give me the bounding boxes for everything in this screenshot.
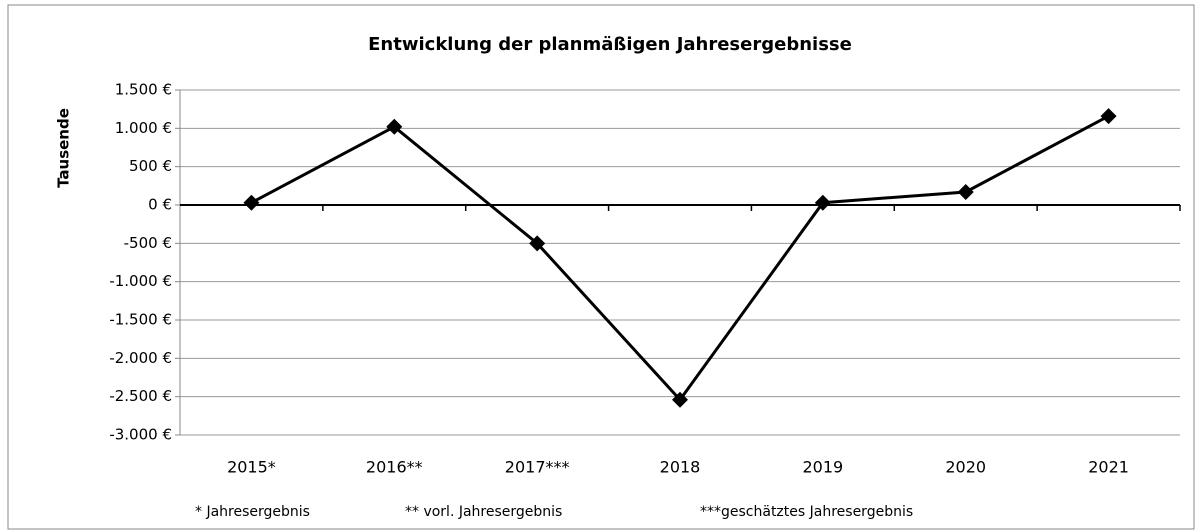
marker <box>243 194 260 211</box>
x-tick-label: 2018 <box>660 458 701 477</box>
footnote: * Jahresergebnis <box>195 504 310 520</box>
y-tick-label: -3.000 € <box>109 426 172 444</box>
x-tick-label: 2019 <box>802 458 843 477</box>
x-tick-label: 2017*** <box>505 458 570 477</box>
x-tick-label: 2021 <box>1088 458 1129 477</box>
footnote: ** vorl. Jahresergebnis <box>405 504 562 520</box>
y-tick-label: 1.500 € <box>115 81 172 99</box>
x-tick-label: 2020 <box>945 458 986 477</box>
y-tick-label: 1.000 € <box>115 119 172 137</box>
chart-border <box>7 4 1195 530</box>
y-tick-label: 0 € <box>148 196 172 214</box>
x-tick-label: 2015* <box>227 458 276 477</box>
x-tick-label: 2016** <box>366 458 423 477</box>
y-tick-label: -2.000 € <box>109 349 172 367</box>
marker <box>386 118 403 135</box>
marker <box>672 391 688 408</box>
y-tick-label: -2.500 € <box>109 387 172 405</box>
chart-title: Entwicklung der planmäßigen Jahresergebn… <box>368 34 852 55</box>
marker <box>814 194 831 211</box>
y-tick-label: 500 € <box>129 157 172 175</box>
marker <box>529 235 546 252</box>
y-axis-label: Tausende <box>55 108 73 188</box>
marker <box>1100 108 1117 125</box>
y-tick-label: -1.500 € <box>109 311 172 329</box>
y-tick-label: -500 € <box>124 234 172 252</box>
footnote: ***geschätztes Jahresergebnis <box>700 504 913 520</box>
y-tick-label: -1.000 € <box>109 272 172 290</box>
marker <box>957 183 974 200</box>
